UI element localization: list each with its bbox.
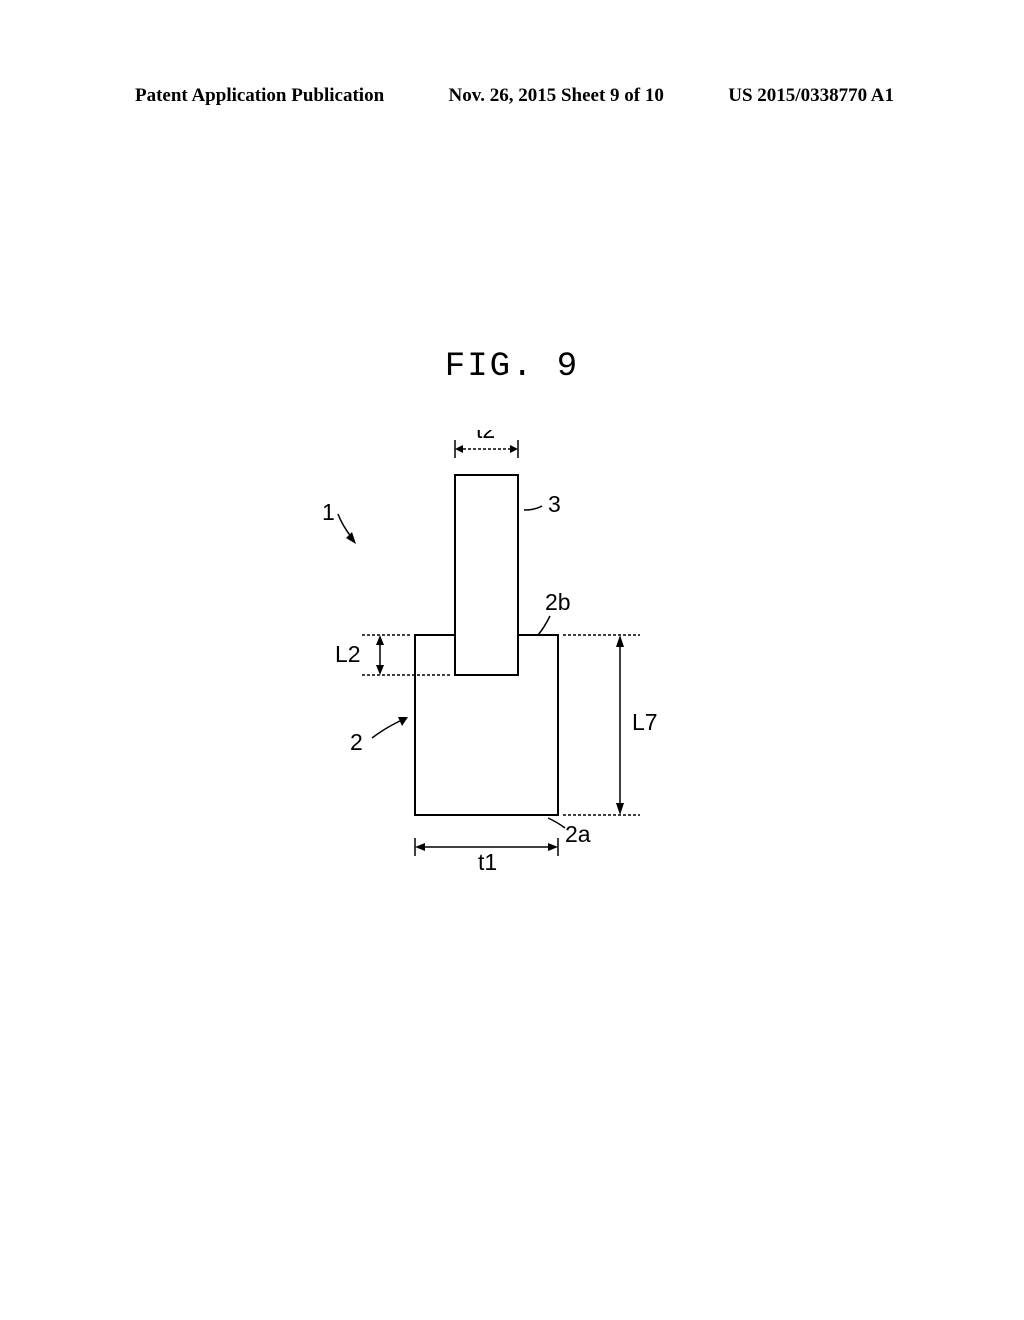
header-right: US 2015/0338770 A1 <box>728 85 894 107</box>
header-left: Patent Application Publication <box>135 85 384 107</box>
header-center: Nov. 26, 2015 Sheet 9 of 10 <box>449 85 664 107</box>
label-L7: L7 <box>632 709 658 735</box>
ref3-leader <box>524 506 542 510</box>
L7-arrow-bottom <box>616 803 624 815</box>
ref1-arrow <box>346 532 356 544</box>
L7-arrow-top <box>616 635 624 647</box>
figure-diagram: t2 t1 L2 L7 1 3 2b <box>280 430 720 930</box>
label-ref2a: 2a <box>565 821 591 847</box>
label-ref2b: 2b <box>545 589 571 615</box>
label-t1: t1 <box>478 849 497 875</box>
L2-arrow-bottom <box>376 665 384 675</box>
label-ref1: 1 <box>322 499 335 525</box>
label-t2: t2 <box>476 430 495 443</box>
ref2a-leader <box>548 818 565 828</box>
L2-arrow-top <box>376 635 384 645</box>
diagram-container: t2 t1 L2 L7 1 3 2b <box>280 430 720 930</box>
figure-title: FIG. 9 <box>445 348 579 386</box>
ref2b-leader <box>538 616 550 635</box>
label-ref3: 3 <box>548 491 561 517</box>
t1-arrow-right <box>548 843 558 851</box>
t2-arrow-right <box>510 445 518 453</box>
label-L2: L2 <box>335 641 361 667</box>
label-ref2: 2 <box>350 729 363 755</box>
upper-rect <box>455 475 518 675</box>
t2-arrow-left <box>455 445 463 453</box>
ref2-leader <box>372 720 402 738</box>
page-header: Patent Application Publication Nov. 26, … <box>0 85 1024 107</box>
lower-rect <box>415 635 558 815</box>
t1-arrow-left <box>415 843 425 851</box>
